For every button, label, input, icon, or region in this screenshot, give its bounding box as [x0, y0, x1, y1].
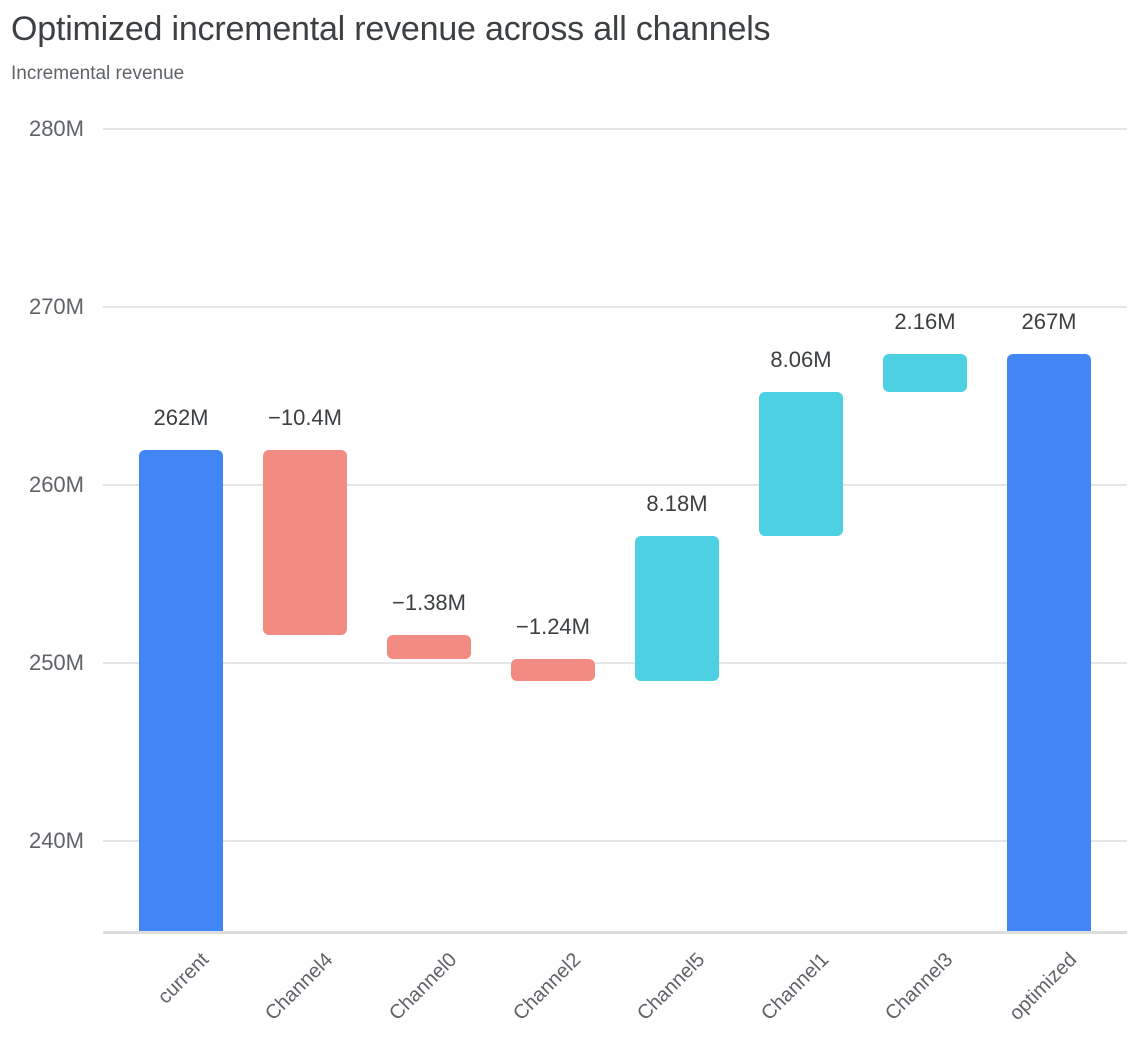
- waterfall-bar-Channel3[interactable]: [883, 353, 967, 393]
- x-axis-category-label: Channel3: [881, 948, 958, 1025]
- grid-line: [103, 840, 1127, 843]
- waterfall-bar-current[interactable]: [139, 449, 223, 932]
- grid-line: [103, 662, 1127, 665]
- x-axis-category-label: Channel2: [509, 948, 586, 1025]
- bar-value-label: −1.38M: [392, 589, 466, 615]
- bar-value-label: 2.16M: [894, 308, 956, 334]
- grid-line: [103, 484, 1127, 487]
- grid-line: [103, 306, 1127, 309]
- x-axis-category-label: current: [153, 948, 214, 1009]
- chart-subtitle: Incremental revenue: [11, 63, 185, 84]
- x-axis-category-label: optimized: [1005, 948, 1082, 1025]
- x-axis-line: [103, 931, 1127, 934]
- bar-value-label: 267M: [1021, 308, 1077, 334]
- bar-value-label: 8.06M: [770, 347, 832, 373]
- x-axis-category-label: Channel1: [757, 948, 834, 1025]
- waterfall-bar-Channel0[interactable]: [387, 634, 471, 660]
- waterfall-bar-Channel2[interactable]: [511, 659, 595, 682]
- y-axis-tick-label: 270M: [28, 294, 84, 320]
- waterfall-bar-optimized[interactable]: [1007, 353, 1091, 932]
- grid-line: [103, 128, 1127, 131]
- waterfall-bar-Channel1[interactable]: [759, 392, 843, 536]
- y-axis-tick-label: 280M: [28, 116, 84, 142]
- y-axis-tick-label: 250M: [28, 650, 84, 676]
- y-axis-tick-label: 260M: [28, 472, 84, 498]
- bar-value-label: −1.24M: [516, 614, 590, 640]
- waterfall-bar-Channel4[interactable]: [263, 449, 347, 635]
- x-axis-category-label: Channel0: [385, 948, 462, 1025]
- bar-value-label: 262M: [153, 404, 209, 430]
- y-axis-tick-label: 240M: [28, 828, 84, 854]
- x-axis-category-label: Channel5: [633, 948, 710, 1025]
- x-axis-category-label: Channel4: [261, 948, 338, 1025]
- chart-title: Optimized incremental revenue across all…: [11, 10, 771, 48]
- waterfall-bar-Channel5[interactable]: [635, 535, 719, 682]
- bar-value-label: 8.18M: [646, 490, 708, 516]
- bar-value-label: −10.4M: [268, 404, 342, 430]
